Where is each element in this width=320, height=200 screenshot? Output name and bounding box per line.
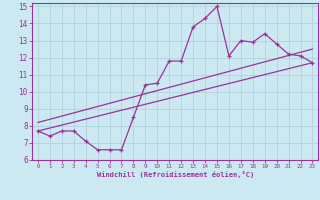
X-axis label: Windchill (Refroidissement éolien,°C): Windchill (Refroidissement éolien,°C) bbox=[97, 171, 254, 178]
